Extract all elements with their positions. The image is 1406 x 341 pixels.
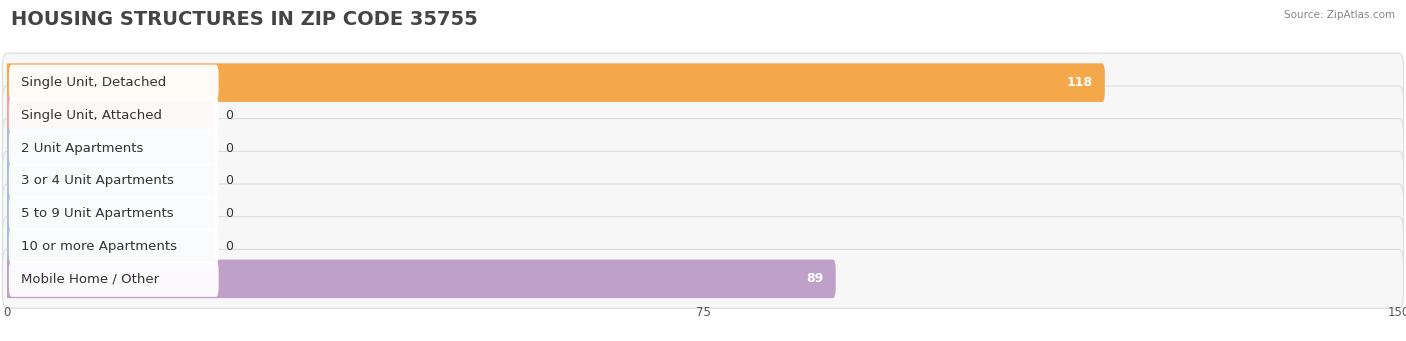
Text: Single Unit, Detached: Single Unit, Detached <box>21 76 166 89</box>
FancyBboxPatch shape <box>8 195 218 232</box>
Text: 2 Unit Apartments: 2 Unit Apartments <box>21 142 143 154</box>
FancyBboxPatch shape <box>4 194 214 233</box>
FancyBboxPatch shape <box>3 217 1403 276</box>
Text: 89: 89 <box>807 272 824 285</box>
FancyBboxPatch shape <box>3 249 1403 308</box>
Text: 0: 0 <box>225 174 233 187</box>
Text: 3 or 4 Unit Apartments: 3 or 4 Unit Apartments <box>21 174 174 187</box>
Text: Source: ZipAtlas.com: Source: ZipAtlas.com <box>1284 10 1395 20</box>
Text: 118: 118 <box>1067 76 1092 89</box>
Text: 0: 0 <box>225 142 233 154</box>
FancyBboxPatch shape <box>3 151 1403 210</box>
Text: Single Unit, Attached: Single Unit, Attached <box>21 109 162 122</box>
FancyBboxPatch shape <box>3 53 1403 112</box>
FancyBboxPatch shape <box>3 184 1403 243</box>
Text: 0: 0 <box>225 240 233 253</box>
FancyBboxPatch shape <box>3 119 1403 177</box>
FancyBboxPatch shape <box>4 96 214 135</box>
FancyBboxPatch shape <box>4 129 214 167</box>
FancyBboxPatch shape <box>4 260 835 298</box>
FancyBboxPatch shape <box>8 65 218 101</box>
Text: 5 to 9 Unit Apartments: 5 to 9 Unit Apartments <box>21 207 173 220</box>
Text: 0: 0 <box>225 207 233 220</box>
FancyBboxPatch shape <box>8 97 218 133</box>
FancyBboxPatch shape <box>8 228 218 264</box>
Text: HOUSING STRUCTURES IN ZIP CODE 35755: HOUSING STRUCTURES IN ZIP CODE 35755 <box>11 10 478 29</box>
FancyBboxPatch shape <box>8 130 218 166</box>
Text: Mobile Home / Other: Mobile Home / Other <box>21 272 159 285</box>
Text: 0: 0 <box>225 109 233 122</box>
FancyBboxPatch shape <box>3 86 1403 145</box>
FancyBboxPatch shape <box>4 161 214 200</box>
FancyBboxPatch shape <box>4 63 1105 102</box>
FancyBboxPatch shape <box>4 227 214 265</box>
FancyBboxPatch shape <box>8 261 218 297</box>
FancyBboxPatch shape <box>8 163 218 199</box>
Text: 10 or more Apartments: 10 or more Apartments <box>21 240 177 253</box>
